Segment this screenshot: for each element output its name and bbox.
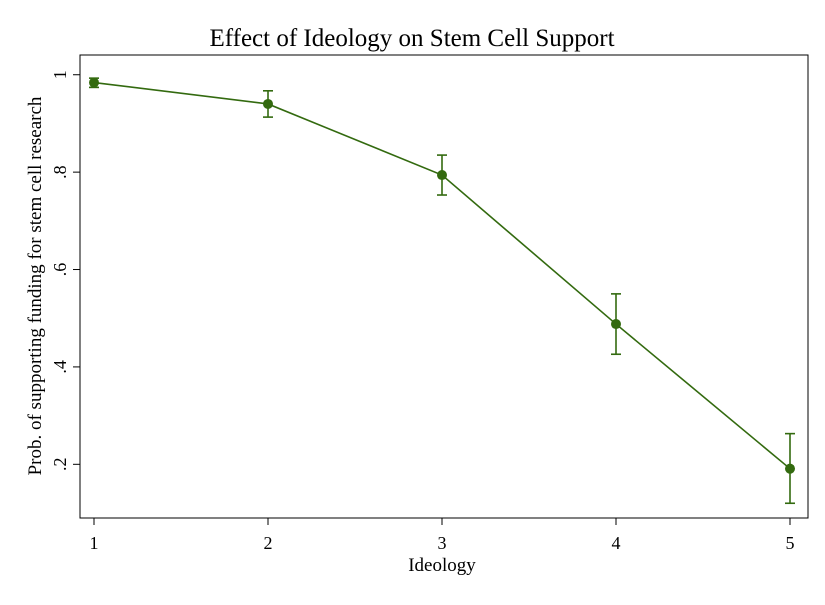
x-tick-label: 5 bbox=[786, 533, 795, 553]
chart-title: Effect of Ideology on Stem Cell Support bbox=[209, 25, 614, 52]
data-point bbox=[611, 319, 621, 330]
y-tick-label: .6 bbox=[50, 263, 70, 277]
x-axis: 1 2 3 4 5 bbox=[90, 518, 795, 553]
y-tick-label: .2 bbox=[50, 458, 70, 472]
series-layer bbox=[89, 77, 795, 505]
data-point bbox=[89, 77, 99, 88]
x-tick-label: 4 bbox=[612, 533, 621, 553]
plot-frame bbox=[79, 54, 809, 519]
y-tick-label: .8 bbox=[50, 165, 70, 179]
x-tick-label: 3 bbox=[438, 533, 447, 553]
data-point bbox=[263, 98, 273, 109]
x-tick-label: 2 bbox=[264, 533, 273, 553]
y-axis-label: Prob. of supporting funding for stem cel… bbox=[25, 96, 46, 475]
x-tick-label: 1 bbox=[90, 533, 99, 553]
y-axis: .2 .4 .6 .8 1 bbox=[50, 70, 80, 471]
data-point bbox=[785, 463, 795, 474]
y-tick-label: .4 bbox=[50, 360, 70, 374]
data-point bbox=[437, 170, 447, 181]
x-axis-label: Ideology bbox=[408, 555, 476, 576]
y-tick-label: 1 bbox=[50, 70, 70, 79]
